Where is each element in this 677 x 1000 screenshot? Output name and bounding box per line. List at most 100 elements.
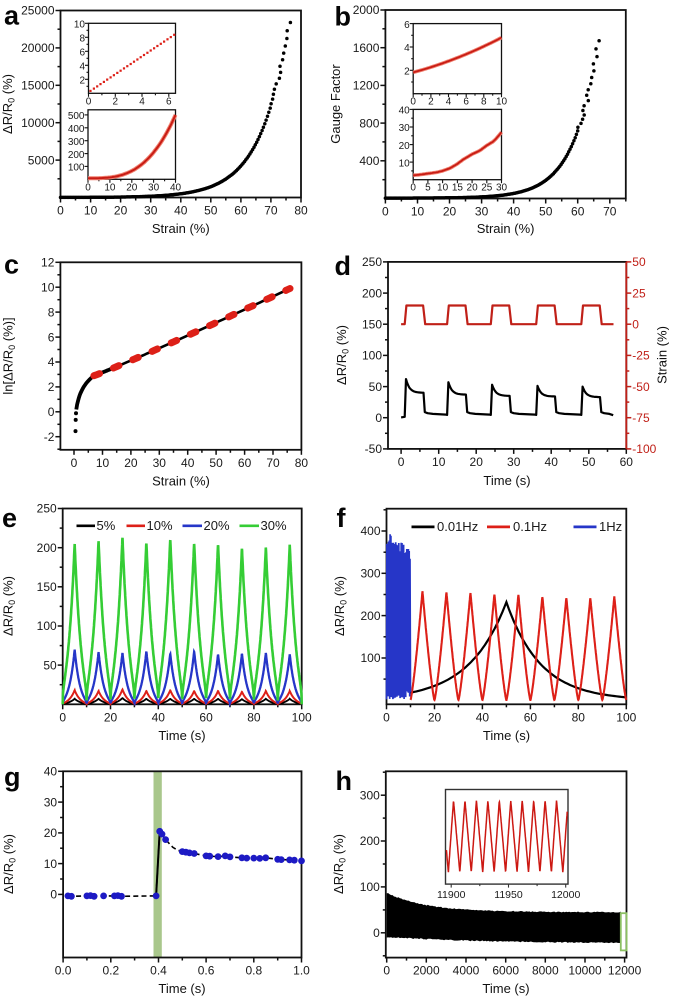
svg-text:4: 4	[139, 96, 145, 107]
svg-text:10000: 10000	[568, 964, 602, 978]
svg-text:60: 60	[238, 456, 252, 470]
svg-text:20: 20	[126, 182, 138, 193]
svg-text:10: 10	[437, 183, 449, 194]
svg-text:6: 6	[463, 97, 469, 108]
svg-text:10: 10	[96, 456, 110, 470]
svg-text:100: 100	[616, 710, 636, 724]
svg-text:60: 60	[234, 204, 248, 218]
svg-text:40: 40	[181, 456, 195, 470]
svg-text:50: 50	[204, 204, 218, 218]
svg-text:Gauge Factor: Gauge Factor	[328, 64, 343, 144]
svg-text:0.1Hz: 0.1Hz	[513, 519, 547, 534]
svg-text:0.4: 0.4	[150, 964, 167, 978]
svg-text:12000: 12000	[551, 889, 580, 901]
svg-text:8: 8	[79, 34, 85, 45]
svg-text:ΔR/R0 (%): ΔR/R0 (%)	[332, 576, 349, 636]
svg-text:20: 20	[44, 826, 58, 840]
svg-text:2: 2	[113, 96, 119, 107]
svg-text:10000: 10000	[21, 116, 55, 130]
svg-text:-100: -100	[632, 442, 656, 456]
svg-text:0.2: 0.2	[102, 964, 119, 978]
svg-text:400: 400	[360, 524, 380, 538]
svg-text:15: 15	[452, 183, 464, 194]
svg-text:0: 0	[382, 205, 389, 219]
svg-text:1200: 1200	[353, 79, 380, 93]
svg-text:10: 10	[84, 204, 98, 218]
svg-text:10: 10	[411, 205, 425, 219]
svg-text:Time (s): Time (s)	[482, 981, 529, 996]
svg-text:8: 8	[48, 305, 55, 319]
svg-text:6: 6	[79, 48, 85, 59]
svg-text:0: 0	[383, 964, 390, 978]
svg-text:50: 50	[43, 658, 57, 672]
svg-text:25000: 25000	[21, 4, 55, 18]
svg-text:500: 500	[68, 111, 85, 122]
svg-text:50: 50	[632, 255, 646, 269]
svg-text:40: 40	[170, 182, 182, 193]
svg-text:800: 800	[359, 116, 379, 130]
svg-text:1Hz: 1Hz	[599, 519, 622, 534]
svg-text:10: 10	[432, 455, 446, 469]
svg-text:30: 30	[144, 204, 158, 218]
svg-text:Time (s): Time (s)	[158, 728, 205, 743]
svg-text:20000: 20000	[21, 41, 55, 55]
svg-text:a: a	[4, 1, 20, 31]
svg-text:-75: -75	[632, 411, 650, 425]
svg-text:f: f	[337, 503, 347, 533]
svg-text:5000: 5000	[28, 153, 55, 167]
svg-text:100: 100	[360, 651, 380, 665]
svg-text:4: 4	[446, 97, 452, 108]
svg-text:150: 150	[37, 580, 57, 594]
svg-text:15000: 15000	[21, 79, 55, 93]
svg-text:1.0: 1.0	[293, 964, 310, 978]
svg-text:400: 400	[359, 154, 379, 168]
svg-text:6: 6	[48, 330, 55, 344]
svg-text:2000: 2000	[353, 3, 380, 17]
svg-text:30: 30	[496, 183, 508, 194]
svg-text:0: 0	[373, 926, 380, 940]
svg-text:30: 30	[399, 123, 411, 134]
svg-text:40: 40	[399, 106, 411, 117]
svg-text:60: 60	[524, 710, 538, 724]
svg-text:250: 250	[362, 255, 382, 269]
svg-text:0.01Hz: 0.01Hz	[437, 519, 478, 534]
svg-text:80: 80	[247, 710, 261, 724]
svg-text:2: 2	[428, 97, 434, 108]
svg-text:20: 20	[443, 205, 457, 219]
svg-text:40: 40	[545, 455, 559, 469]
svg-text:11900: 11900	[437, 889, 466, 901]
svg-text:5%: 5%	[97, 518, 116, 533]
svg-text:0: 0	[383, 710, 390, 724]
svg-text:0: 0	[59, 710, 66, 724]
svg-text:-2: -2	[44, 430, 55, 444]
svg-text:0: 0	[86, 96, 92, 107]
svg-text:70: 70	[264, 204, 278, 218]
svg-text:0: 0	[632, 317, 639, 331]
svg-text:10: 10	[74, 20, 86, 31]
svg-text:d: d	[335, 251, 352, 281]
svg-text:0: 0	[85, 182, 91, 193]
svg-text:8: 8	[481, 97, 487, 108]
svg-text:Time (s): Time (s)	[483, 728, 530, 743]
svg-text:100: 100	[292, 710, 312, 724]
svg-text:1600: 1600	[353, 41, 380, 55]
svg-text:100: 100	[360, 880, 380, 894]
svg-text:200: 200	[360, 609, 380, 623]
svg-text:0: 0	[50, 888, 57, 902]
svg-text:20%: 20%	[204, 518, 230, 533]
svg-text:100: 100	[68, 163, 85, 174]
svg-text:40: 40	[174, 204, 188, 218]
svg-text:10: 10	[496, 97, 508, 108]
svg-text:Strain (%): Strain (%)	[655, 326, 670, 384]
svg-text:Strain (%): Strain (%)	[477, 221, 535, 236]
svg-text:c: c	[4, 250, 19, 280]
svg-text:60: 60	[571, 205, 585, 219]
svg-text:60: 60	[620, 455, 634, 469]
svg-text:e: e	[2, 503, 17, 533]
svg-text:8000: 8000	[532, 964, 559, 978]
svg-text:150: 150	[362, 317, 382, 331]
svg-text:Strain (%): Strain (%)	[152, 474, 210, 489]
svg-text:30%: 30%	[261, 518, 287, 533]
svg-text:-50: -50	[632, 380, 650, 394]
svg-text:40: 40	[507, 205, 521, 219]
